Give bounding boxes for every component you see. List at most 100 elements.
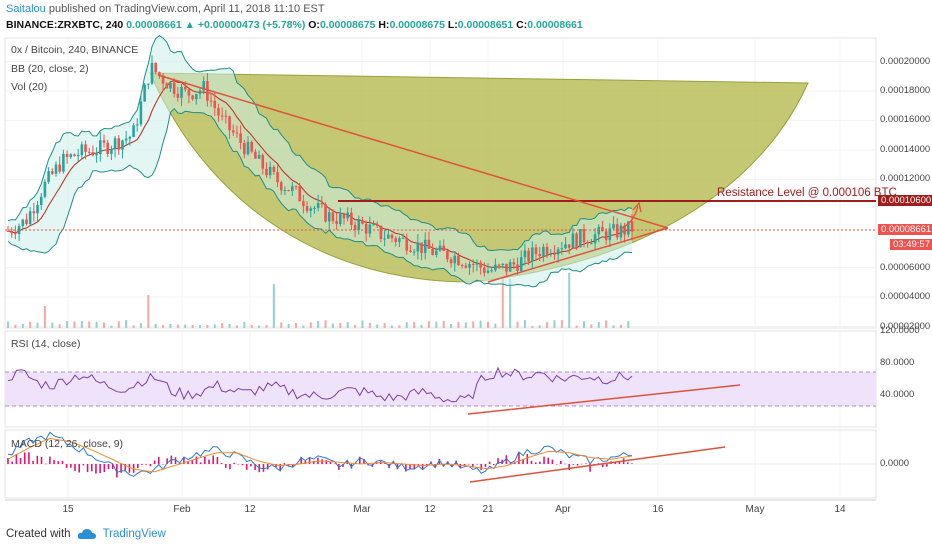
candle-body: [597, 226, 601, 235]
candle-body: [549, 253, 553, 255]
macd-hist-bar: [492, 464, 495, 466]
volume-bar: [221, 323, 224, 328]
volume-bar: [147, 295, 150, 328]
macd-indicator-label[interactable]: MACD (12, 26, close, 9): [11, 438, 124, 450]
candle-body: [468, 263, 471, 268]
macd-hist-bar: [23, 452, 26, 464]
candle-body: [398, 238, 401, 242]
macd-hist-bar: [631, 463, 633, 464]
low-label: L:: [447, 19, 458, 31]
candle-body: [516, 264, 519, 272]
candle-body: [84, 144, 87, 152]
candle-body: [560, 248, 564, 250]
candle-body: [117, 138, 121, 150]
candle-body: [542, 246, 545, 257]
author-link[interactable]: Saitalou: [6, 3, 46, 15]
macd-hist-bar: [145, 464, 148, 465]
candle-body: [501, 263, 505, 265]
candle-body: [158, 72, 161, 76]
macd-hist-bar: [266, 464, 269, 470]
volume-bar: [383, 323, 386, 328]
candle-body: [431, 248, 434, 255]
rsi-indicator-label[interactable]: RSI (14, close): [11, 338, 81, 350]
candle-body: [95, 154, 98, 156]
volume-bar: [531, 325, 534, 328]
macd-hist-bar: [467, 463, 470, 465]
candle-body: [243, 143, 246, 155]
candle-body: [375, 224, 379, 226]
volume-bar: [43, 306, 46, 328]
resistance-price-tag: 0.00010600: [878, 195, 932, 206]
candle-body: [239, 133, 242, 144]
macd-hist-bar: [70, 464, 72, 468]
candle-body: [335, 221, 338, 225]
candle-body: [490, 270, 493, 272]
candle-body: [206, 81, 209, 101]
open-value: 0.00008675: [319, 19, 376, 31]
volume-indicator-label[interactable]: Vol (20): [11, 81, 48, 93]
macd-hist-bar: [555, 464, 558, 465]
tradingview-brand-link[interactable]: TradingView: [102, 528, 166, 540]
volume-bar: [14, 324, 17, 328]
volume-bar: [442, 320, 445, 328]
macd-hist-bar: [250, 464, 252, 467]
macd-hist-bar: [547, 457, 550, 464]
macd-hist-bar: [568, 464, 570, 470]
candle-body: [368, 224, 372, 234]
candle-body: [276, 171, 279, 183]
macd-hist-bar: [224, 464, 227, 468]
candle-body: [508, 262, 512, 272]
volume-bar: [73, 321, 76, 328]
macd-hist-bar: [36, 455, 39, 464]
candle-body: [357, 220, 361, 230]
volume-bar: [568, 273, 571, 328]
candle-body: [191, 95, 194, 100]
main-pane-title: 0x / Bitcoin, 240, BINANCE: [11, 44, 139, 56]
volume-bar: [184, 324, 187, 328]
macd-hist-bar: [300, 456, 302, 464]
volume-bar: [450, 323, 453, 328]
candle-body: [416, 242, 420, 252]
macd-hist-bar: [149, 464, 152, 467]
candlesticks: [6, 55, 634, 277]
volume-bar: [509, 278, 512, 328]
candle-body: [505, 263, 508, 272]
volume-bar: [398, 325, 401, 328]
price-tick-label: 0.00018000: [880, 84, 931, 96]
signal-line: [7, 437, 633, 473]
candle-body: [527, 250, 530, 262]
published-text: published on TradingView.com, April 11, …: [48, 3, 325, 15]
macd-hist-bar: [212, 455, 215, 464]
macd-hist-bar: [283, 463, 286, 464]
volume-bar: [139, 323, 142, 328]
macd-hist-bar: [522, 459, 524, 464]
time-tick-label: 16: [652, 504, 664, 515]
bb-indicator-label[interactable]: BB (20, close, 2): [11, 63, 89, 75]
main-pane-frame: [4, 37, 877, 329]
macd-hist-bar: [606, 464, 608, 467]
macd-hist-bar: [308, 458, 311, 464]
candle-body: [287, 189, 290, 192]
macd-hist-bar: [325, 460, 328, 464]
candle-body: [17, 226, 21, 235]
candle-body: [65, 153, 69, 158]
time-tick-label: 14: [834, 504, 846, 515]
macd-hist-bar: [363, 459, 365, 464]
macd-hist-bar: [204, 456, 206, 464]
candle-body: [471, 263, 475, 265]
macd-hist-bar: [417, 464, 420, 465]
candle-body: [412, 251, 416, 253]
candle-body: [217, 108, 220, 116]
macd-hist-bar: [501, 459, 503, 464]
candle-body: [128, 136, 132, 139]
candle-body: [47, 171, 50, 182]
macd-hist-bar: [208, 459, 210, 464]
macd-hist-bar: [589, 464, 591, 472]
macd-hist-bar: [44, 463, 47, 465]
candle-body: [457, 255, 460, 266]
rsi-line: [7, 366, 633, 403]
macd-trendline: [469, 446, 726, 483]
volume-bar: [199, 325, 201, 328]
countdown-tag: 03:49:57: [890, 239, 932, 250]
